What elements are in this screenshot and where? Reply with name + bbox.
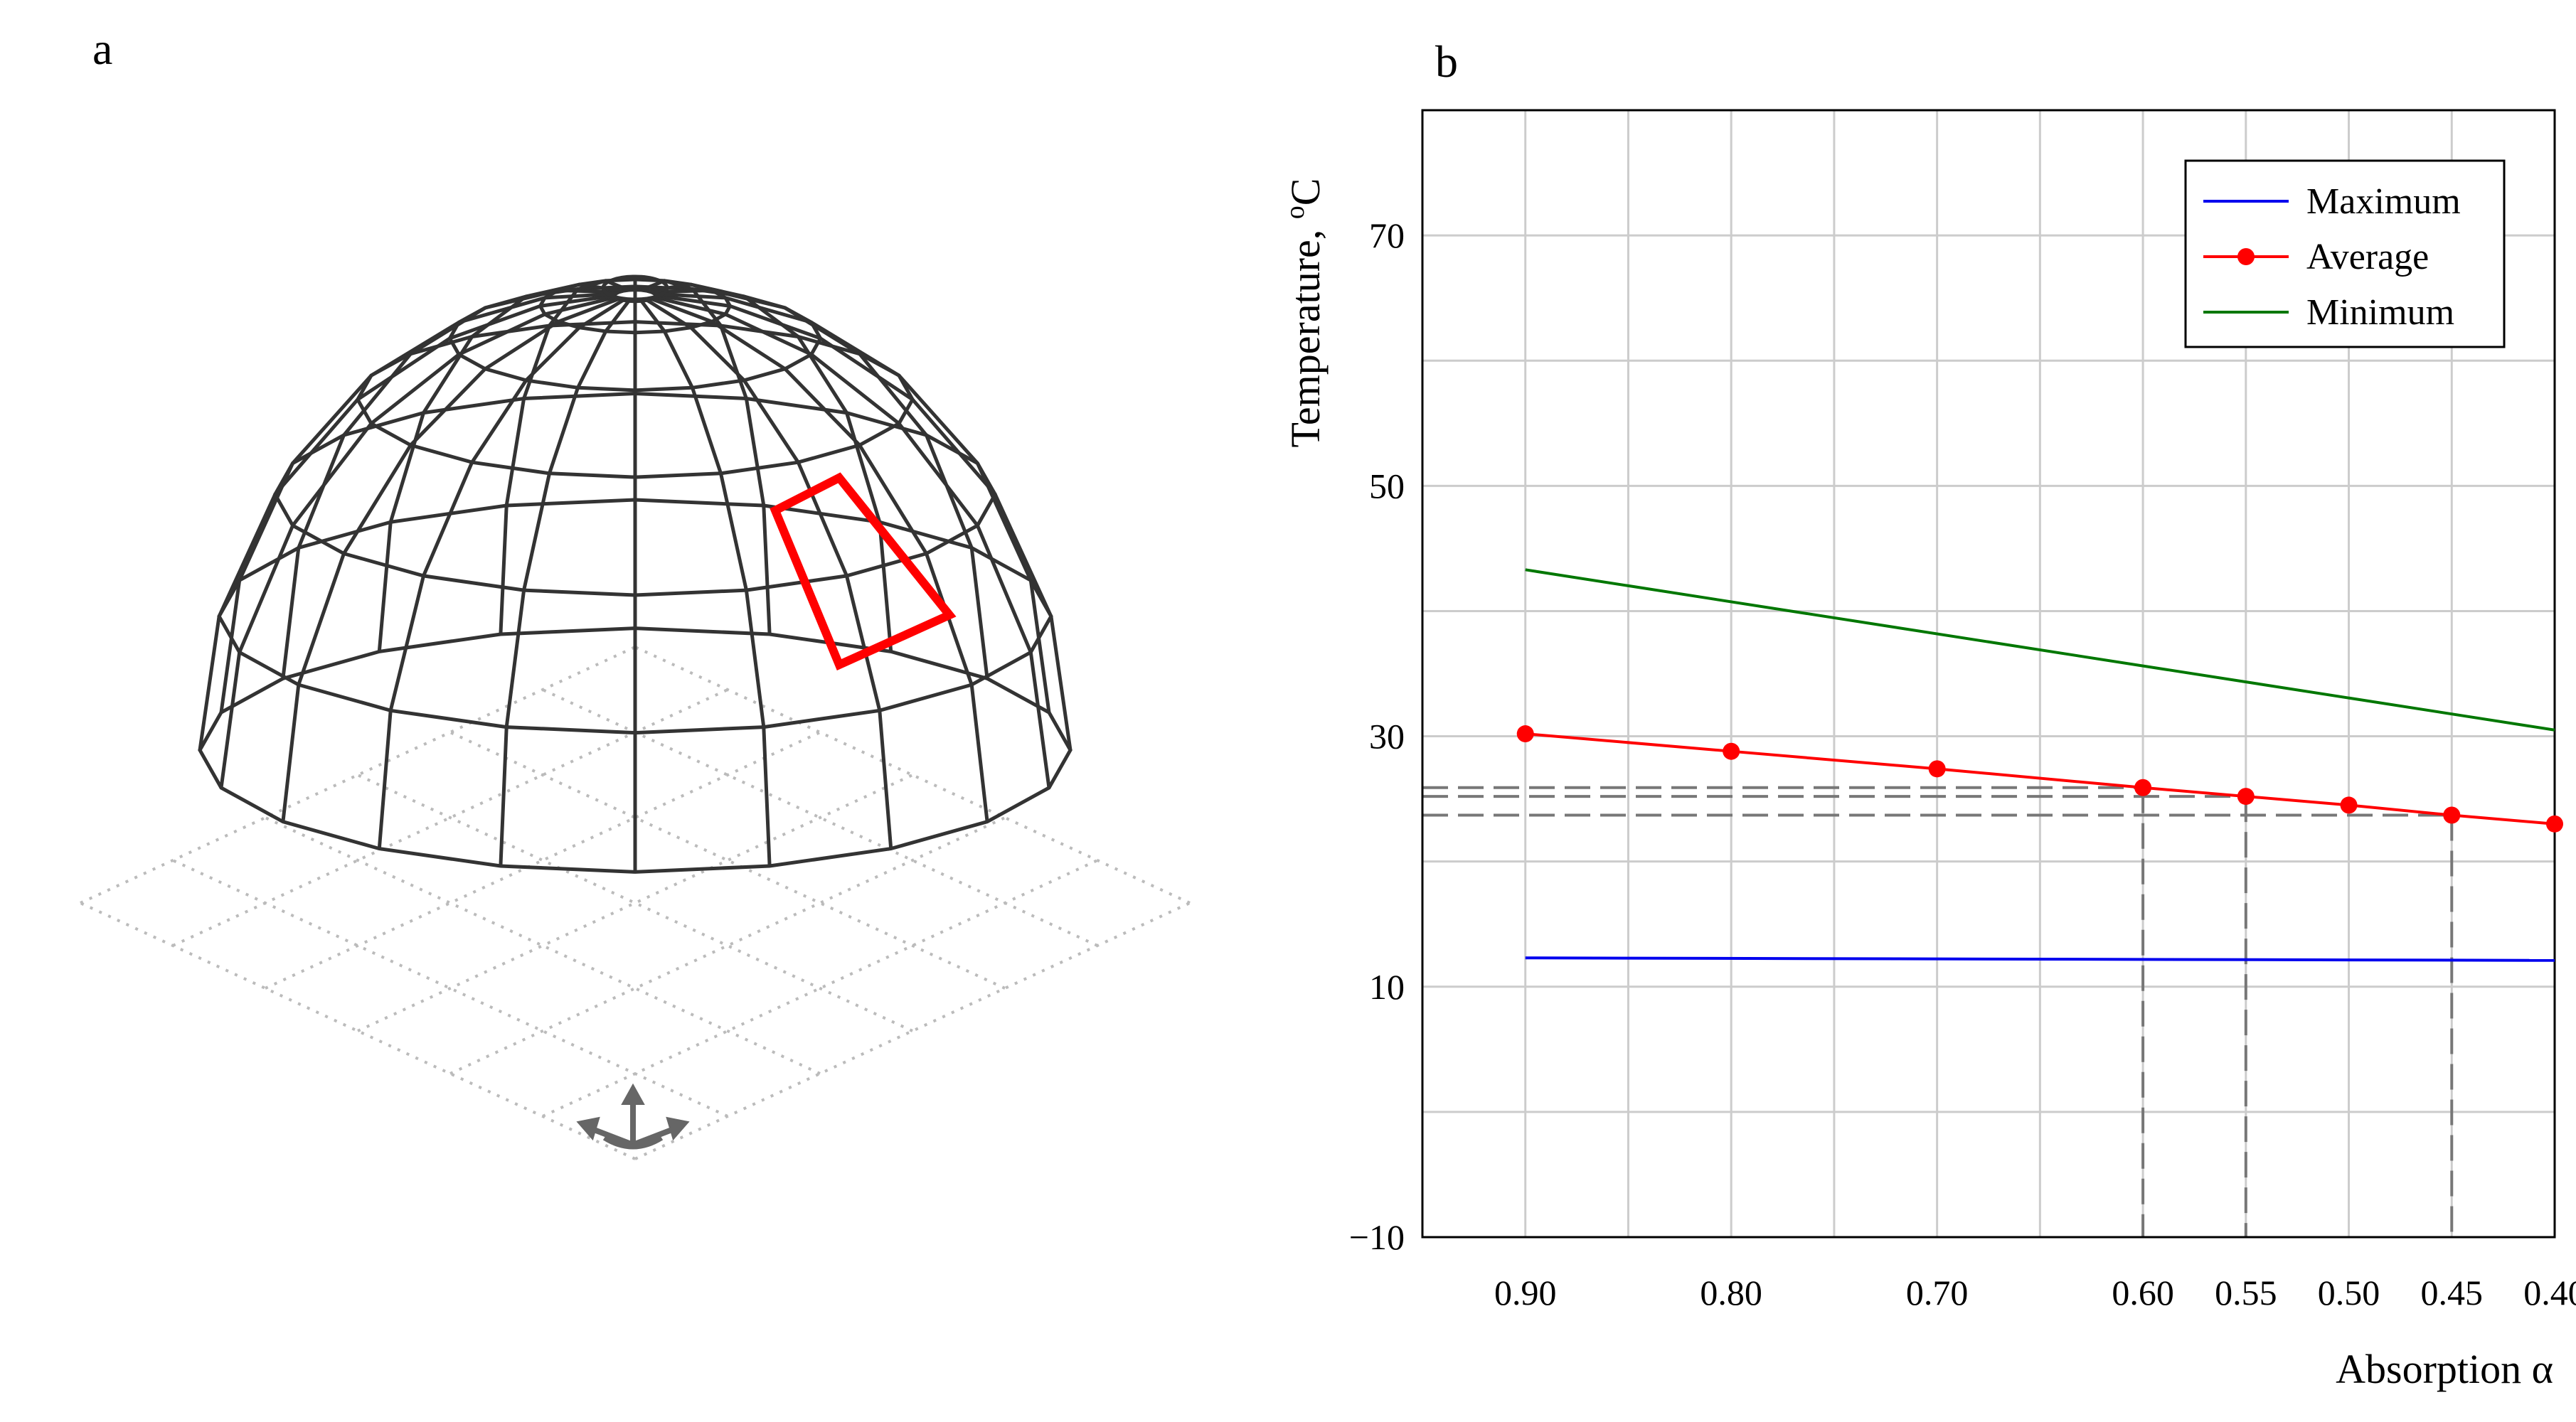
panel-a-label: a xyxy=(92,23,112,74)
ground-grid xyxy=(80,646,1191,1160)
x-tick-label-5: 0.50 xyxy=(2318,1273,2380,1313)
point-average-2 xyxy=(1928,760,1946,778)
dome-meridian-18 xyxy=(651,288,989,679)
dome-meridian-0 xyxy=(655,294,1073,751)
dome-diagram xyxy=(80,274,1191,1160)
ground-line-b-4 xyxy=(449,731,1006,990)
dome-oculus xyxy=(601,274,669,301)
series-line-maximum xyxy=(1525,956,2555,962)
y-tick-label-0: −10 xyxy=(1349,1217,1405,1257)
dome-meridian-6 xyxy=(499,299,631,867)
plot-frame xyxy=(1421,109,2556,1239)
point-average-1 xyxy=(1723,742,1740,760)
point-average-7 xyxy=(2546,815,2563,833)
y-tick-label-2: 30 xyxy=(1369,717,1405,757)
y-tick-label-1: 10 xyxy=(1369,967,1405,1007)
ground-line-b-6 xyxy=(634,646,1191,904)
dome-meridian-12 xyxy=(281,288,619,679)
dome-wireframe xyxy=(198,274,1073,874)
y-tick-label-3: 50 xyxy=(1369,466,1405,506)
dome-meridian-2 xyxy=(651,297,989,822)
dome-meridian-4 xyxy=(639,299,772,867)
point-average-0 xyxy=(1516,725,1534,743)
point-average-4 xyxy=(2237,788,2255,806)
ground-line-a-3 xyxy=(357,774,913,1032)
x-axis-ticks: 0.90 0.80 0.70 0.60 0.55 0.50 0.45 0.40 xyxy=(1494,1273,2576,1313)
dome-meridian-3 xyxy=(646,299,893,849)
ground-line-b-3 xyxy=(357,774,913,1032)
ground-line-a-0 xyxy=(80,646,636,904)
dome-meridian-8 xyxy=(281,297,619,822)
reading-guides xyxy=(1422,786,2454,1237)
ground-line-b-2 xyxy=(265,816,821,1075)
dome-meridian-1 xyxy=(654,295,1051,788)
x-tick-label-0: 0.90 xyxy=(1494,1273,1557,1313)
dome-meridian-13 xyxy=(377,282,624,652)
dome-meridian-11 xyxy=(219,292,616,713)
x-axis-title: Absorption α xyxy=(2336,1346,2553,1392)
legend-marker-average xyxy=(2237,248,2255,265)
legend-label-minimum: Minimum xyxy=(2306,292,2454,333)
dome-meridian-14 xyxy=(499,279,630,635)
series-line-average xyxy=(1525,732,2555,825)
ground-line-a-6 xyxy=(634,902,1191,1160)
ground-line-a-4 xyxy=(449,816,1006,1075)
y-tick-label-4: 70 xyxy=(1369,215,1405,255)
panel-b-label: b xyxy=(1435,36,1458,87)
x-tick-label-4: 0.55 xyxy=(2215,1273,2277,1313)
dome-meridian-16 xyxy=(640,279,772,635)
series-line-minimum xyxy=(1525,568,2555,732)
y-axis-title: Temperature, oC xyxy=(1280,178,1329,448)
x-tick-label-7: 0.40 xyxy=(2523,1273,2576,1313)
x-tick-label-3: 0.60 xyxy=(2112,1273,2174,1313)
x-tick-label-1: 0.80 xyxy=(1700,1273,1762,1313)
dome-meridian-10 xyxy=(198,294,615,751)
ground-line-a-2 xyxy=(265,731,821,990)
dome-meridian-7 xyxy=(377,299,624,849)
y-axis-ticks: −10 10 30 50 70 xyxy=(1349,215,1405,1257)
point-average-6 xyxy=(2443,806,2461,824)
point-average-3 xyxy=(2134,779,2152,796)
x-tick-label-2: 0.70 xyxy=(1906,1273,1969,1313)
chart-legend: Maximum Average Minimum xyxy=(2184,159,2506,348)
dome-meridian-9 xyxy=(219,295,617,788)
coordinate-axes-icon xyxy=(576,1083,690,1150)
chart-series xyxy=(1516,568,2563,962)
legend-label-average: Average xyxy=(2306,237,2429,277)
point-average-5 xyxy=(2340,796,2358,814)
line-chart: 0.90 0.80 0.70 0.60 0.55 0.50 0.45 0.40 −10 10 30… xyxy=(1280,109,2576,1392)
x-tick-label-6: 0.45 xyxy=(2421,1273,2484,1313)
dome-meridian-19 xyxy=(654,292,1051,713)
legend-label-maximum: Maximum xyxy=(2306,181,2461,222)
highlighted-panel xyxy=(770,472,957,671)
